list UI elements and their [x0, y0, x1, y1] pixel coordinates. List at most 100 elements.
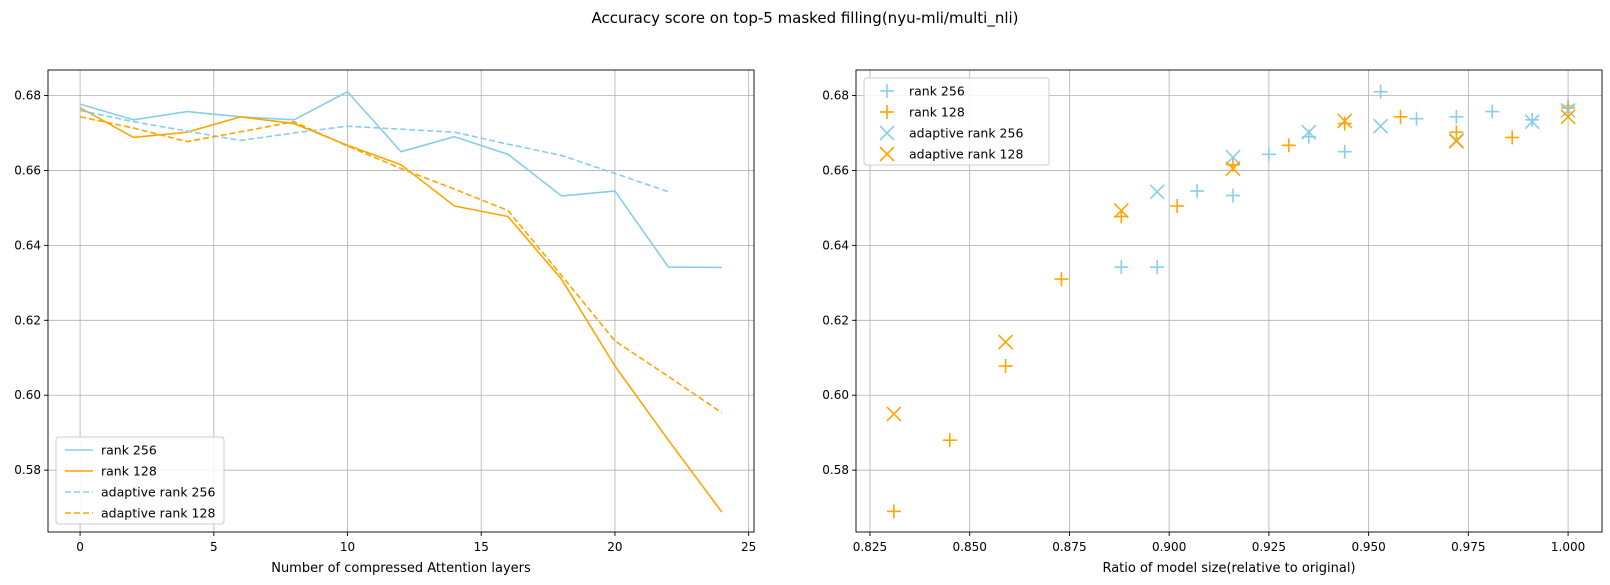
x-tick-label: 0.825: [853, 540, 887, 554]
data-point-adaptive-rank-128: [998, 334, 1014, 350]
x-tick-label: 5: [210, 540, 218, 554]
x-tick-label: 1.000: [1551, 540, 1585, 554]
legend-label-adaptive-rank-256: adaptive rank 256: [101, 485, 215, 500]
data-point-rank-256: [1150, 260, 1165, 275]
legend-label-rank-256: rank 256: [909, 84, 965, 99]
marker-stroke: [1225, 160, 1241, 177]
data-point-rank-128: [1393, 109, 1408, 124]
y-tick-label: 0.66: [14, 163, 41, 177]
data-point-rank-128: [1225, 157, 1240, 172]
legend-swatch-rank-128: [880, 105, 894, 119]
data-point-rank-256: [1449, 109, 1464, 124]
data-point-adaptive-rank-256: [1149, 184, 1165, 200]
y-tick-label: 0.68: [822, 88, 849, 102]
line-chart-panel: 0 5 10 15 20 25 0.58 0.60 0.62 0.64 0.66 0.68 Number…: [14, 69, 756, 576]
x-tick-label: 10: [340, 540, 355, 554]
data-point-adaptive-rank-128: [1560, 109, 1576, 125]
data-point-adaptive-rank-128: [1337, 113, 1353, 129]
y-tick-label: 0.60: [14, 388, 41, 402]
series-line-rank-128: [79, 107, 723, 513]
data-point-adaptive-rank-256: [1301, 124, 1317, 140]
x-tick-label: 20: [607, 540, 622, 554]
data-point-rank-128: [886, 504, 901, 519]
data-point-rank-256: [1337, 144, 1352, 159]
data-point-rank-128: [1561, 100, 1576, 115]
legend-box: [55, 436, 225, 525]
legend-label-rank-128: rank 128: [909, 105, 965, 120]
data-point-adaptive-rank-256: [1524, 114, 1540, 130]
x-tick-label: 15: [474, 540, 489, 554]
data-point-adaptive-rank-128: [1448, 133, 1464, 149]
marker-stroke: [1560, 102, 1576, 119]
data-point-rank-128: [998, 359, 1013, 374]
marker-stroke: [1373, 118, 1389, 134]
y-tick-label: 0.66: [822, 163, 849, 177]
marker-stroke: [998, 334, 1014, 350]
plot-area: [79, 90, 723, 513]
marker-stroke: [1113, 202, 1129, 219]
legend-swatch-adaptive-rank-256: [879, 125, 895, 141]
x-tick-label: 0.900: [1152, 540, 1186, 554]
x-tick-label: 0.875: [1052, 540, 1086, 554]
legend-swatch-rank-256: [880, 84, 894, 98]
y-tick-label: 0.64: [822, 238, 849, 252]
y-tick-label: 0.68: [14, 88, 41, 102]
data-point-rank-256: [1373, 84, 1388, 99]
marker-stroke: [1337, 113, 1353, 129]
data-point-adaptive-rank-256: [1225, 149, 1241, 165]
data-point-adaptive-rank-128: [1113, 202, 1129, 219]
x-axis-label: Number of compressed Attention layers: [271, 561, 531, 576]
data-point-adaptive-rank-128: [1225, 160, 1241, 177]
scatter-chart-panel: 0.825 0.850 0.875 0.900 0.925 0.950 0.975 1.000…: [822, 69, 1603, 576]
legend: rank 256 rank 128 adaptive rank 256 adaptiv…: [55, 436, 225, 525]
data-point-rank-128: [1505, 130, 1520, 145]
axes-frame: [855, 69, 1603, 533]
marker-stroke: [1149, 184, 1165, 200]
y-tick-label: 0.62: [14, 313, 41, 327]
x-tick-label: 0.850: [953, 540, 987, 554]
marker-stroke: [1301, 124, 1317, 140]
figure-title: Accuracy score on top-5 masked filling(n…: [591, 9, 1018, 28]
data-point-rank-128: [1170, 199, 1185, 214]
legend-box: [863, 77, 1050, 166]
marker-stroke: [1560, 109, 1576, 125]
data-point-rank-128: [1337, 116, 1352, 131]
data-point-rank-128: [1281, 138, 1296, 153]
data-point-rank-128: [1114, 209, 1129, 224]
data-point-rank-128: [1449, 125, 1464, 140]
data-point-rank-256: [1190, 184, 1205, 199]
marker-stroke: [879, 146, 895, 162]
x-tick-label: 0.950: [1351, 540, 1385, 554]
data-point-rank-256: [1225, 188, 1240, 203]
marker-stroke: [886, 406, 902, 422]
y-tick-label: 0.58: [14, 463, 41, 477]
marker-stroke: [1524, 114, 1540, 130]
series-line-adaptive-rank-256: [79, 109, 669, 193]
legend-label-adaptive-rank-128: adaptive rank 128: [101, 506, 215, 521]
data-point-rank-256: [1409, 111, 1424, 126]
y-tick-label: 0.64: [14, 238, 41, 252]
y-tick-label: 0.58: [822, 463, 849, 477]
legend-label-adaptive-rank-128: adaptive rank 128: [909, 147, 1023, 162]
data-point-rank-128: [1054, 272, 1069, 287]
data-point-rank-128: [942, 433, 957, 448]
x-tick-label: 0.975: [1451, 540, 1485, 554]
series-line-rank-256: [79, 90, 722, 269]
marker-stroke: [1225, 149, 1241, 165]
data-point-adaptive-rank-256: [1560, 102, 1576, 119]
x-tick-label: 0.925: [1252, 540, 1286, 554]
marker-stroke: [1448, 133, 1464, 149]
series-line-adaptive-rank-128: [79, 116, 723, 414]
legend-label-rank-256: rank 256: [101, 443, 157, 458]
axes-frame: [47, 69, 755, 533]
data-point-rank-256: [1485, 104, 1500, 119]
legend: rank 256 rank 128 adaptive rank 256 adaptiv…: [863, 77, 1050, 166]
legend-label-adaptive-rank-256: adaptive rank 256: [909, 126, 1023, 141]
data-point-adaptive-rank-128: [886, 406, 902, 422]
data-point-rank-256: [1525, 112, 1540, 127]
x-tick-label: 25: [741, 540, 756, 554]
y-tick-label: 0.62: [822, 313, 849, 327]
plot-area: [886, 84, 1576, 519]
x-tick-label: 0: [76, 540, 84, 554]
